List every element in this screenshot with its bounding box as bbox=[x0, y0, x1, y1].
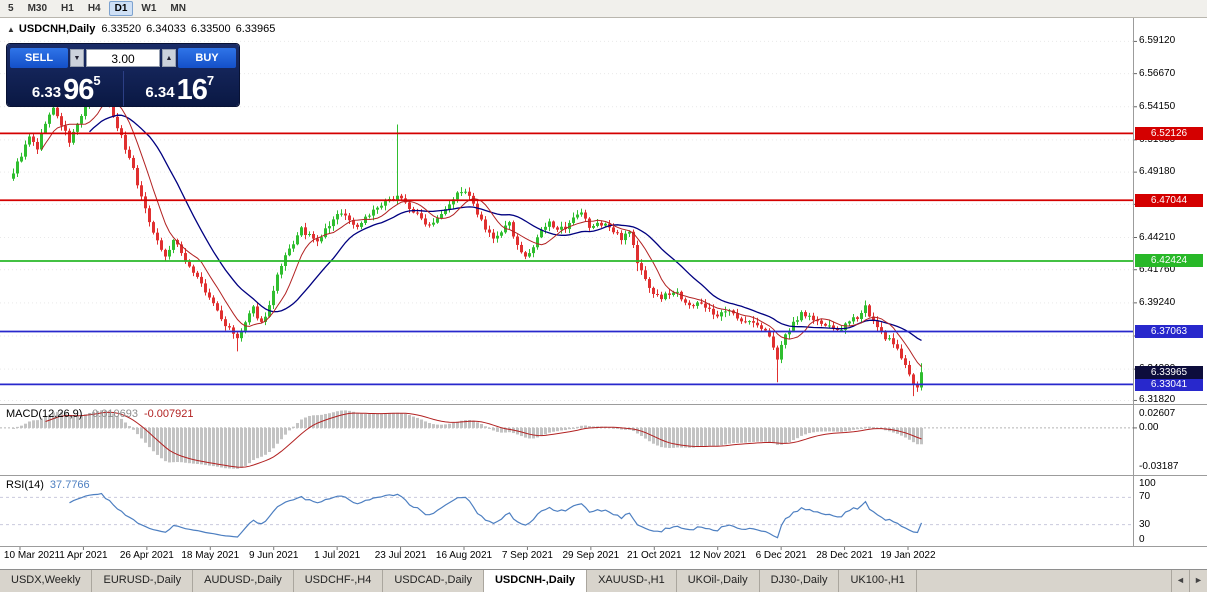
chart-tab-bar: USDX,Weekly EURUSD-,Daily AUDUSD-,Daily USD… bbox=[0, 569, 1207, 592]
macd-label: MACD(12,26,9) bbox=[6, 408, 83, 420]
tab-scroll-right-icon[interactable]: ► bbox=[1189, 570, 1207, 592]
price-level-badge: 6.52126 bbox=[1135, 126, 1203, 140]
chart-tab-audusd-daily[interactable]: AUDUSD-,Daily bbox=[193, 570, 294, 592]
date-label: 16 Aug 2021 bbox=[435, 550, 493, 561]
chart-tab-ukoil-daily[interactable]: UKOil-,Daily bbox=[677, 570, 760, 592]
period-button-w1[interactable]: W1 bbox=[141, 3, 157, 14]
period-button-d1[interactable]: D1 bbox=[108, 1, 134, 16]
chart-tab-usdcnh-daily[interactable]: USDCNH-,Daily bbox=[483, 570, 588, 592]
volume-input[interactable]: 3.00 bbox=[86, 49, 160, 67]
buy-price-small: 6.34 bbox=[145, 84, 175, 101]
chart-tab-dj30-daily[interactable]: DJ30-,Daily bbox=[760, 570, 840, 592]
date-label: 6 Dec 2021 bbox=[755, 550, 807, 561]
period-button-m30[interactable]: M30 bbox=[27, 3, 48, 14]
buy-price-big: 16 bbox=[176, 74, 208, 106]
price-level-badge: 6.33041 bbox=[1135, 377, 1203, 391]
chart-tab-eurusd-daily[interactable]: EURUSD-,Daily bbox=[92, 570, 194, 592]
price-level-badge: 6.42424 bbox=[1135, 254, 1203, 268]
date-label: 1 Jul 2021 bbox=[314, 550, 361, 561]
date-label: 28 Dec 2021 bbox=[816, 550, 873, 561]
date-label: 1 Apr 2021 bbox=[59, 550, 108, 561]
one-click-trading-panel: SELL ▼ 3.00 ▲ BUY 6.33 96 5 6.34 16 7 bbox=[7, 44, 239, 106]
date-label: 7 Sep 2021 bbox=[501, 550, 554, 561]
period-button-mn[interactable]: MN bbox=[170, 3, 186, 14]
price-tick-label: 6.59120 bbox=[1139, 35, 1176, 47]
timeframe-toolbar: 5 M30 H1 H4 D1 W1 MN bbox=[0, 0, 1207, 18]
symbol-label: USDCNH,Daily bbox=[18, 23, 96, 35]
rsi-axis-label: 100 bbox=[1139, 478, 1156, 489]
buy-price-display[interactable]: 6.34 16 7 bbox=[124, 71, 237, 106]
price-tick-label: 6.54150 bbox=[1139, 100, 1176, 112]
rsi-axis-label: 70 bbox=[1139, 491, 1151, 503]
chart-title: ▲ USDCNH,Daily 6.33520 6.34033 6.33500 6.3396… bbox=[7, 23, 280, 35]
macd-main-value: -0.010693 bbox=[88, 408, 138, 420]
ohlc-low: 6.33500 bbox=[190, 23, 231, 35]
price-tick-label: 6.49180 bbox=[1139, 166, 1176, 178]
volume-increase-button[interactable]: ▲ bbox=[162, 49, 176, 67]
date-label: 18 May 2021 bbox=[181, 550, 240, 561]
date-label: 9 Jun 2021 bbox=[248, 550, 299, 561]
chart-tab-usdchf-h4[interactable]: USDCHF-,H4 bbox=[294, 570, 384, 592]
macd-axis-label: 0.00 bbox=[1139, 421, 1159, 433]
price-level-badge: 6.47044 bbox=[1135, 193, 1203, 207]
date-label: 21 Oct 2021 bbox=[627, 550, 682, 561]
date-label: 26 Apr 2021 bbox=[119, 550, 174, 561]
collapse-icon[interactable]: ▲ bbox=[7, 25, 15, 34]
date-label: 29 Sep 2021 bbox=[562, 550, 620, 561]
sell-price-big: 96 bbox=[63, 74, 94, 106]
price-tick-label: 6.41760 bbox=[1139, 263, 1176, 275]
ohlc-open: 6.33520 bbox=[101, 23, 142, 35]
rsi-indicator-header: RSI(14) 37.7766 bbox=[6, 479, 90, 491]
ohlc-high: 6.34033 bbox=[146, 23, 186, 35]
sell-price-small: 6.33 bbox=[31, 84, 62, 101]
current-price-badge: 6.33965 bbox=[1135, 365, 1203, 379]
chart-tab-xauusd-h1[interactable]: XAUUSD-,H1 bbox=[587, 570, 677, 592]
ohlc-close: 6.33965 bbox=[235, 23, 276, 35]
rsi-label: RSI(14) bbox=[6, 479, 44, 491]
price-tick-label: 6.31820 bbox=[1139, 394, 1176, 406]
date-label: 10 Mar 2021 bbox=[3, 550, 61, 561]
tab-scroll-left-icon[interactable]: ◄ bbox=[1171, 570, 1189, 592]
buy-price-sup: 7 bbox=[206, 73, 215, 88]
sell-price-sup: 5 bbox=[93, 73, 101, 88]
period-button-h4[interactable]: H4 bbox=[87, 3, 101, 14]
date-label: 19 Jan 2022 bbox=[880, 550, 936, 561]
price-level-badge: 6.37063 bbox=[1135, 324, 1203, 338]
rsi-axis-label: 0 bbox=[1139, 534, 1145, 545]
date-label: 12 Nov 2021 bbox=[689, 550, 747, 561]
period-button-h1[interactable]: H1 bbox=[61, 3, 74, 14]
rsi-value: 37.7766 bbox=[49, 479, 90, 491]
sell-price-display[interactable]: 6.33 96 5 bbox=[10, 71, 124, 106]
chart-tab-usdcad-daily[interactable]: USDCAD-,Daily bbox=[383, 570, 484, 592]
sell-button[interactable]: SELL bbox=[10, 48, 68, 68]
chart-tab-uk100-h1[interactable]: UK100-,H1 bbox=[839, 570, 917, 592]
volume-decrease-button[interactable]: ▼ bbox=[70, 49, 84, 67]
macd-axis-label: 0.02607 bbox=[1139, 408, 1176, 419]
rsi-axis-label: 30 bbox=[1139, 518, 1151, 530]
date-label: 23 Jul 2021 bbox=[374, 550, 427, 561]
buy-button[interactable]: BUY bbox=[178, 48, 236, 68]
macd-signal-value: -0.007921 bbox=[143, 408, 194, 420]
period-button-5[interactable]: 5 bbox=[8, 3, 14, 14]
chart-tab-usdx-weekly[interactable]: USDX,Weekly bbox=[0, 570, 93, 592]
price-tick-label: 6.56670 bbox=[1139, 67, 1176, 79]
price-tick-label: 6.44210 bbox=[1139, 231, 1176, 243]
macd-axis-label: -0.03187 bbox=[1139, 461, 1179, 472]
price-tick-label: 6.39240 bbox=[1139, 296, 1176, 308]
macd-indicator-header: MACD(12,26,9) -0.010693 -0.007921 bbox=[6, 408, 194, 420]
